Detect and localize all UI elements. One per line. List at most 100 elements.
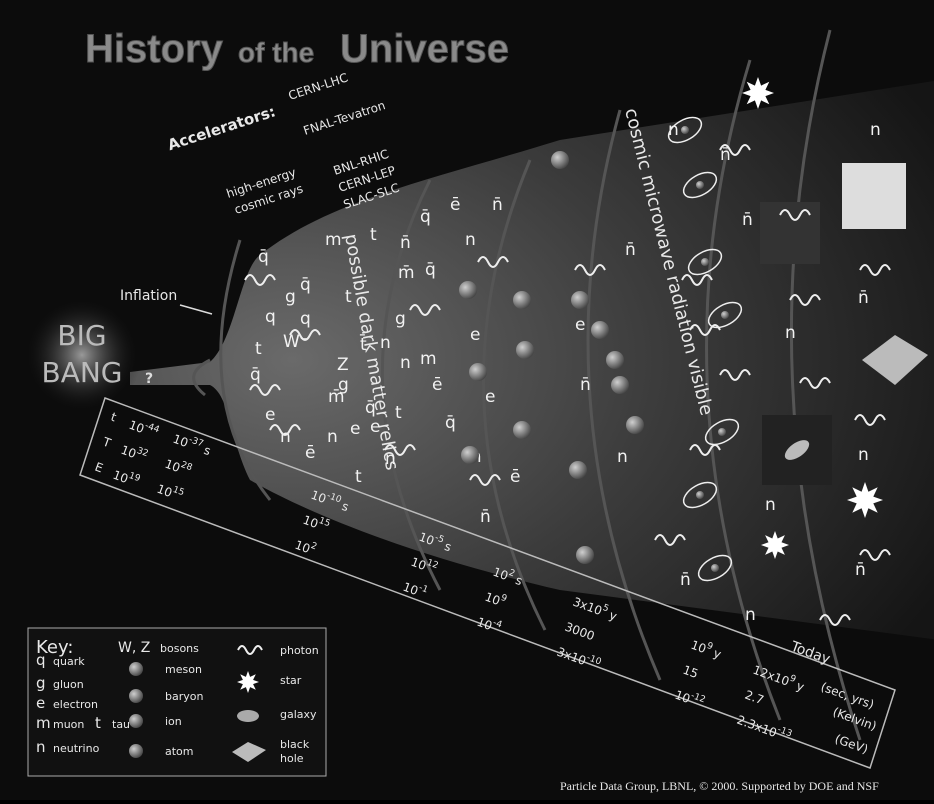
particle: t	[255, 339, 262, 359]
particle: q̄	[250, 365, 261, 385]
title-word: of the	[238, 37, 314, 68]
key-symbol: t	[95, 714, 101, 732]
particle: t	[395, 403, 402, 423]
key-name: neutrino	[53, 742, 100, 755]
big-bang-label: BIG	[57, 319, 106, 352]
particle: ē	[305, 443, 315, 463]
particle: q̄	[365, 398, 376, 418]
particle: e	[575, 315, 585, 335]
key-name: bosons	[160, 642, 199, 655]
particle: n̄	[858, 288, 869, 308]
particle: m̄	[328, 387, 345, 407]
particle: n̄	[680, 570, 691, 590]
particle: e	[370, 417, 380, 437]
key-name: ion	[165, 715, 182, 728]
hadron	[626, 416, 644, 434]
particle: m	[325, 230, 342, 250]
particle: t	[370, 225, 377, 245]
hadron	[459, 281, 477, 299]
particle: t	[355, 467, 362, 487]
title-word: History	[85, 27, 224, 71]
key-name: gluon	[53, 678, 84, 691]
key-icon	[129, 662, 143, 676]
key-name: baryon	[165, 690, 203, 703]
page: BIG BANG ? History of the Universe Accel…	[0, 0, 934, 800]
atom-nucleus	[711, 564, 719, 572]
key-icon	[129, 689, 143, 703]
particle: m̄	[398, 263, 415, 283]
particle: n	[745, 605, 756, 625]
unknown-mark: ?	[145, 371, 153, 387]
key-name: meson	[165, 663, 202, 676]
hadron	[606, 351, 624, 369]
atom-nucleus	[718, 428, 726, 436]
particle: ē	[432, 375, 442, 395]
star	[761, 531, 789, 559]
hadron	[513, 291, 531, 309]
nebula-image	[760, 202, 820, 264]
particle: e	[350, 419, 360, 439]
particle: n	[785, 323, 796, 343]
key-name: photon	[280, 644, 319, 657]
key-galaxy	[237, 710, 259, 722]
key-name: muon	[53, 718, 84, 731]
particle: q	[300, 309, 311, 329]
particle: W⁻	[283, 332, 309, 352]
big-bang-label: BANG	[41, 356, 122, 389]
atom-nucleus	[696, 491, 704, 499]
particle: q̄	[420, 207, 431, 227]
bust-image	[842, 163, 906, 229]
atom-nucleus	[681, 126, 689, 134]
key-symbol: W, Z	[118, 640, 150, 656]
inflation-label: Inflation	[120, 288, 177, 304]
particle: q̄	[300, 275, 311, 295]
particle: n	[765, 495, 776, 515]
big-bang-glow	[22, 295, 142, 415]
key-name: quark	[53, 655, 85, 668]
particle: e	[470, 325, 480, 345]
particle: n	[465, 230, 476, 250]
star	[237, 671, 259, 693]
particle: q̄	[445, 413, 456, 433]
key-name: tau	[112, 718, 130, 731]
key-name: star	[280, 674, 302, 687]
key-name: black	[280, 738, 310, 751]
hadron	[591, 321, 609, 339]
particle: t	[345, 287, 352, 307]
key-name: hole	[280, 752, 304, 765]
hadron	[571, 291, 589, 309]
particle: n̄	[480, 507, 491, 527]
key-symbol: g	[36, 674, 46, 692]
particle: n̄	[580, 375, 591, 395]
atom-nucleus	[701, 258, 709, 266]
particle: q̄	[425, 260, 436, 280]
particle: m	[420, 349, 437, 369]
atom-nucleus	[721, 311, 729, 319]
hadron	[516, 341, 534, 359]
particle: n	[870, 120, 881, 140]
particle: ē	[510, 467, 520, 487]
footer: Particle Data Group, LBNL, © 2000. Suppo…	[560, 779, 879, 793]
key-symbol: n	[36, 738, 46, 756]
particle: n̄	[400, 233, 411, 253]
key-icon	[129, 714, 143, 728]
key-icon	[129, 744, 143, 758]
particle: n̄	[742, 210, 753, 230]
title-word: Universe	[340, 27, 509, 71]
key-symbol: q	[36, 651, 46, 669]
hadron	[469, 363, 487, 381]
particle: ē	[450, 195, 460, 215]
key-name: electron	[53, 698, 98, 711]
particle: n	[327, 427, 338, 447]
particle: e	[265, 405, 275, 425]
hadron	[551, 151, 569, 169]
particle: n̄	[855, 560, 866, 580]
particle: n	[858, 445, 869, 465]
particle: n	[380, 333, 391, 353]
particle: g	[285, 287, 296, 307]
star	[847, 482, 883, 518]
particle: e	[485, 387, 495, 407]
key-symbol: e	[36, 694, 45, 712]
particle: q̄	[258, 247, 269, 267]
key-name: galaxy	[280, 708, 317, 721]
